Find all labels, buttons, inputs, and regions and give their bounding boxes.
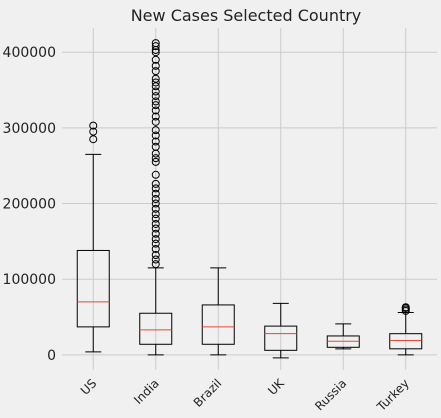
box-uk: [264, 325, 298, 351]
outlier-point: [151, 195, 160, 203]
outlier-point: [151, 112, 160, 121]
outlier-point: [151, 131, 160, 140]
outlier-point: [151, 97, 160, 106]
outlier-point: [151, 239, 160, 248]
outlier-point: [151, 67, 160, 76]
y-tick-label: 300000: [3, 121, 56, 137]
outlier-point: [151, 170, 160, 179]
outlier-point: [151, 48, 160, 57]
y-tick-label: 100000: [3, 272, 56, 288]
outlier-point: [151, 179, 160, 188]
outlier-point: [151, 244, 160, 253]
outlier-point: [151, 106, 160, 115]
outlier-point: [151, 210, 160, 219]
outlier-point: [151, 219, 160, 228]
outlier-point: [151, 189, 160, 198]
outlier-point: [151, 250, 160, 259]
outlier-point: [151, 154, 160, 163]
outlier-point: [151, 55, 160, 64]
outlier-point: [151, 42, 160, 51]
chart-title: New Cases Selected Country: [131, 6, 362, 25]
y-tick-label: 200000: [3, 197, 56, 213]
outlier-point: [151, 92, 160, 101]
box-us: [76, 249, 110, 328]
outlier-point: [89, 127, 98, 136]
outlier-point: [151, 39, 160, 48]
outlier-point: [151, 74, 160, 83]
outlier-point: [151, 235, 160, 244]
x-tick-label: UK: [265, 375, 287, 397]
box-india: [139, 312, 173, 345]
outlier-point: [151, 101, 160, 110]
y-tick-label: 400000: [3, 45, 56, 61]
outlier-point: [151, 142, 160, 151]
y-tick-label: 0: [47, 348, 56, 364]
outlier-point: [151, 214, 160, 223]
outlier-point: [151, 255, 160, 264]
outlier-point: [151, 157, 160, 166]
outlier-point: [151, 87, 160, 96]
box-brazil: [201, 304, 235, 345]
outlier-point: [89, 121, 98, 130]
outlier-point: [151, 204, 160, 213]
outlier-point: [151, 229, 160, 238]
outlier-point: [151, 61, 160, 70]
x-tick-label: Russia: [312, 376, 349, 413]
outlier-point: [151, 117, 160, 126]
outlier-point: [151, 199, 160, 208]
outlier-point: [151, 126, 160, 135]
outlier-point: [151, 78, 160, 87]
outlier-point: [89, 135, 98, 144]
outlier-point: [401, 303, 410, 312]
outlier-point: [151, 82, 160, 91]
outlier-point: [151, 137, 160, 146]
outlier-point: [151, 224, 160, 233]
x-tick-label: Turkey: [374, 376, 412, 414]
box-turkey: [389, 333, 423, 350]
x-tick-label: US: [78, 376, 100, 398]
outlier-point: [151, 184, 160, 193]
x-tick-label: Brazil: [191, 376, 225, 410]
outlier-point: [151, 260, 160, 269]
x-tick-label: India: [131, 376, 162, 407]
